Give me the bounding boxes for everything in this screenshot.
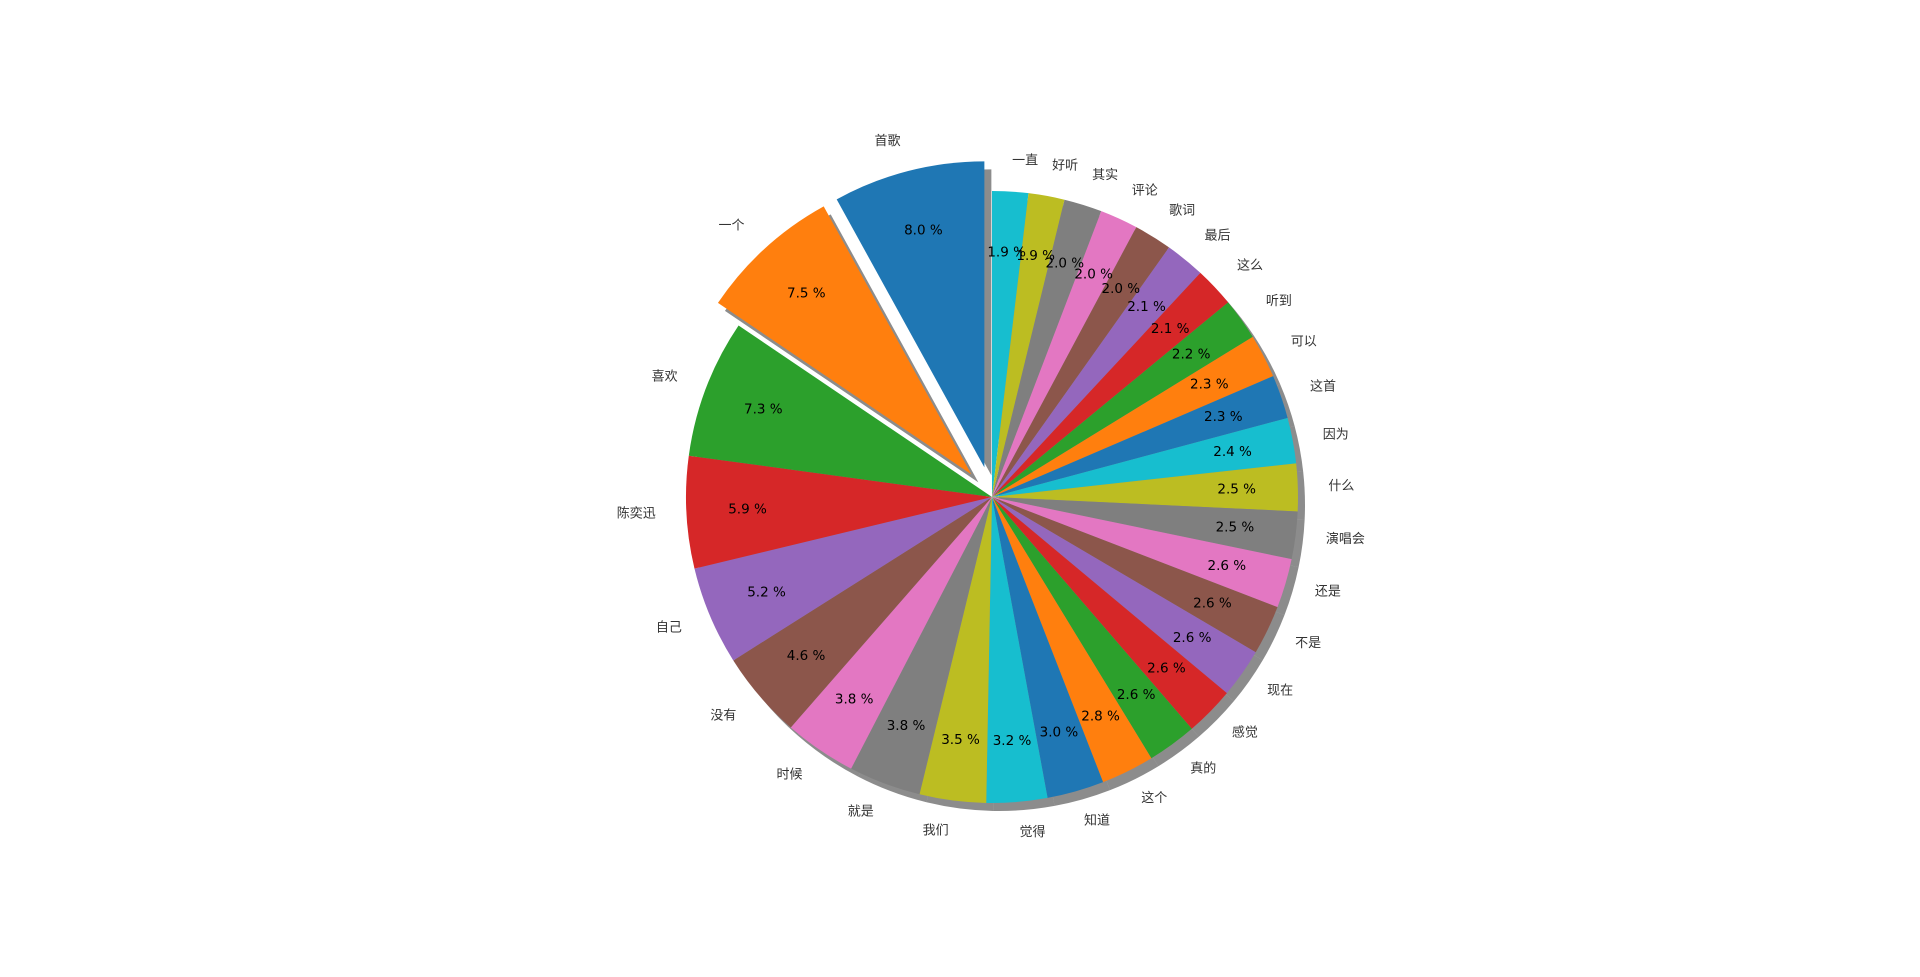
pie-slice-label: 歌词: [1169, 203, 1195, 218]
pie-slice-label: 不是: [1295, 636, 1321, 651]
pie-slice-percent: 2.1 %: [1127, 299, 1166, 315]
pie-slice-percent: 2.0 %: [1101, 281, 1140, 297]
pie-slice-percent: 2.3 %: [1204, 409, 1243, 425]
pie-slice: [986, 497, 1048, 803]
pie-slice: [992, 199, 1102, 498]
pie-slice-label: 因为: [1323, 427, 1349, 442]
pie-slice: [733, 497, 992, 728]
pie-slice-label: 知道: [1084, 812, 1110, 828]
pie-slice-percent: 2.3 %: [1190, 376, 1229, 392]
pie-slice-layer: [686, 161, 1299, 803]
pie-slice-percent: 7.5 %: [787, 286, 826, 302]
pie-slice-label: 还是: [1315, 585, 1341, 600]
pie-slice: [992, 247, 1201, 497]
pie-slice: [992, 302, 1253, 497]
pie-slice-percent: 2.6 %: [1173, 630, 1212, 646]
pie-slice: [790, 497, 992, 769]
pie-slice-percent: 2.8 %: [1081, 708, 1120, 724]
pie-slice: [992, 336, 1274, 497]
pie-slice-percent: 2.6 %: [1208, 558, 1247, 574]
pie-slice: [992, 191, 1029, 497]
pie-slice: [992, 497, 1256, 694]
pie-slice-label: 演唱会: [1326, 531, 1365, 547]
pie-slice-label: 喜欢: [652, 369, 678, 384]
pie-slice-percent: 2.6 %: [1193, 596, 1232, 612]
pie-slice-percent: 3.5 %: [941, 732, 980, 748]
pie-slice-percent: 4.6 %: [787, 648, 826, 664]
pie-slice: [694, 497, 992, 661]
pie-slice-percent: 2.1 %: [1151, 321, 1190, 337]
pie-slice-percent: 5.2 %: [747, 584, 786, 600]
pie-slice-label: 这么: [1237, 258, 1263, 274]
pie-slice-label: 其实: [1092, 168, 1118, 183]
pie-slice: [992, 497, 1192, 759]
pie-slice-label: 首歌: [874, 134, 900, 149]
pie-slice: [992, 497, 1104, 798]
pie-slice-percent: 2.4 %: [1213, 444, 1252, 460]
pie-slice: [992, 272, 1229, 497]
pie-slice-label: 一个: [718, 218, 744, 233]
pie-slice-label: 我们: [923, 823, 949, 838]
pie-slice: [686, 455, 992, 569]
pie-slice-label: 没有: [710, 708, 736, 723]
pie-slice-percent: 3.8 %: [835, 691, 874, 707]
pie-slice-label: 评论: [1132, 183, 1158, 198]
pie-slice-percent: 2.0 %: [1074, 266, 1113, 282]
pie-slice: [992, 463, 1299, 512]
pie-slice-label: 自己: [656, 621, 682, 636]
pie-slice: [992, 497, 1227, 729]
pie-slice: [919, 497, 992, 803]
pie-slice-percent: 3.0 %: [1040, 724, 1079, 740]
pie-slice-percent: 2.0 %: [1046, 255, 1085, 271]
pie-slice: [992, 193, 1065, 497]
pie-slice: [717, 206, 972, 475]
pie-slice-percent: 1.9 %: [987, 245, 1026, 261]
pie-label-layer: 一直 1.9 % 好听 1.9 % 其实 2.0 % 评论 2.0 % 歌词 2.0 % 最后 2.1…: [617, 134, 1365, 840]
pie-slice-label: 就是: [848, 805, 874, 820]
pie-slice-percent: 1.9 %: [1016, 248, 1055, 264]
pie-slice-label: 一直: [1012, 154, 1038, 169]
pie-slice-label: 觉得: [1020, 824, 1046, 840]
pie-slice-percent: 5.9 %: [728, 501, 767, 517]
pie-slice: [992, 417, 1297, 497]
pie-slice: [992, 497, 1152, 783]
pie-slice: [992, 376, 1288, 497]
pie-slice-percent: 2.2 %: [1172, 347, 1211, 363]
pie-slice-label: 可以: [1291, 335, 1317, 350]
pie-slice: [836, 161, 985, 468]
pie-slice: [992, 227, 1170, 498]
pie-slice-label: 这个: [1141, 790, 1167, 806]
pie-slice-label: 这首: [1310, 378, 1336, 394]
pie-slice-percent: 3.2 %: [993, 733, 1032, 749]
pie-slice: [992, 211, 1137, 498]
pie-slice-label: 什么: [1328, 479, 1354, 494]
pie-slice-label: 好听: [1052, 158, 1078, 173]
pie-slice-percent: 2.6 %: [1117, 687, 1156, 703]
pie-slice-percent: 8.0 %: [904, 222, 943, 238]
pie-slice-label: 听到: [1266, 294, 1292, 309]
pie-slice-percent: 2.5 %: [1217, 481, 1256, 497]
pie-slice-percent: 2.6 %: [1147, 661, 1186, 677]
pie-slice: [992, 497, 1292, 608]
pie-slice-label: 时候: [776, 768, 802, 783]
pie-slice: [851, 497, 992, 795]
pie-slice-label: 真的: [1190, 761, 1216, 777]
pie-slice-label: 现在: [1267, 683, 1293, 698]
pie-slice-label: 感觉: [1232, 725, 1258, 741]
pie-slice-percent: 3.8 %: [887, 718, 926, 734]
pie-slice-label: 最后: [1204, 228, 1230, 243]
pie-slice-percent: 2.5 %: [1216, 520, 1255, 536]
pie-slice-percent: 7.3 %: [744, 402, 783, 418]
pie-slice-label: 陈奕迅: [617, 505, 656, 521]
pie-slice: [992, 497, 1298, 560]
pie-slice: [688, 325, 992, 497]
pie-slice: [992, 497, 1278, 653]
